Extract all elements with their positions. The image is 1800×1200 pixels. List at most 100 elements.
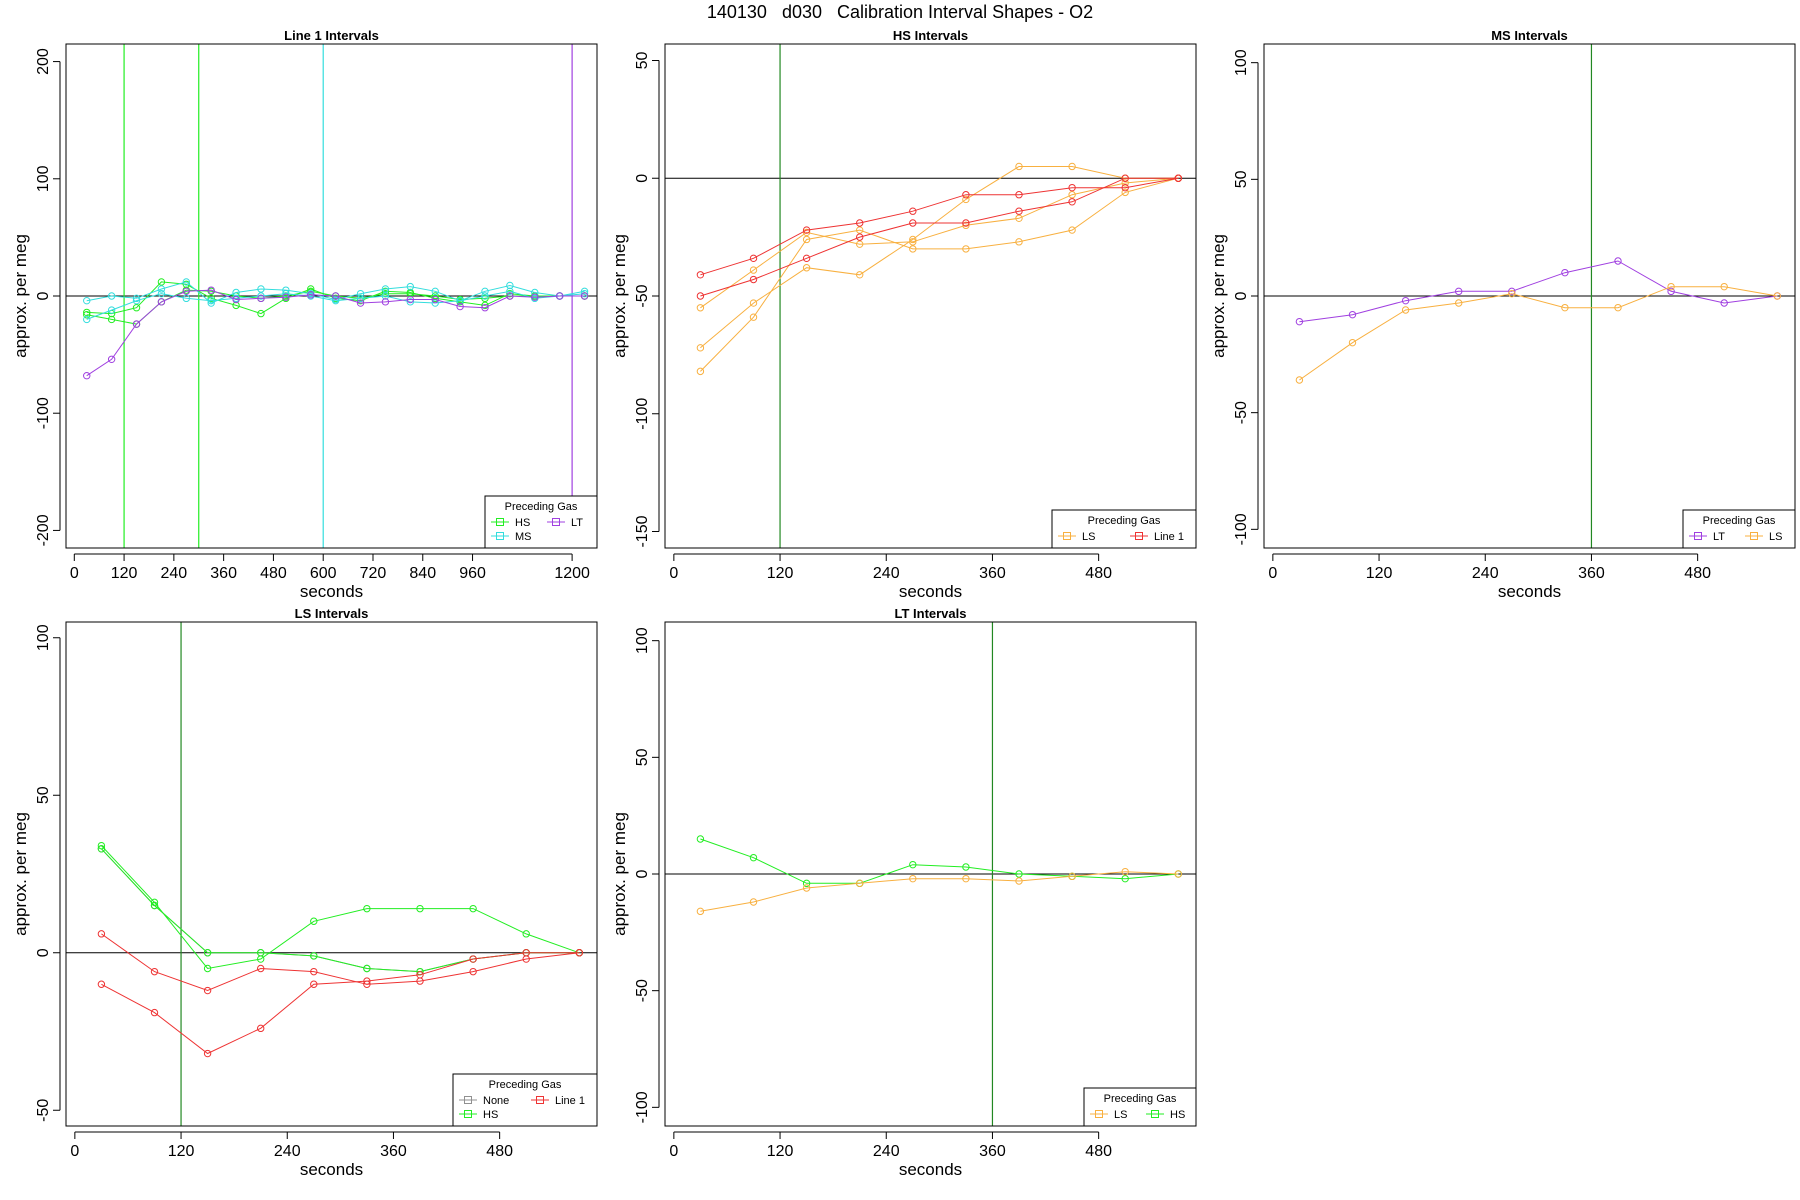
- plot-frame: [65, 621, 598, 1127]
- series-line: [86, 289, 585, 377]
- data-point: [257, 285, 265, 293]
- data-point: [909, 238, 917, 246]
- y-tick-label: 0: [35, 948, 52, 957]
- legend-entry: LS: [1114, 1109, 1127, 1121]
- data-point: [107, 315, 116, 324]
- data-point: [307, 291, 315, 299]
- x-tick-label: 1200: [554, 565, 590, 582]
- panel-title: LS Intervals: [295, 606, 369, 621]
- data-point: [469, 904, 477, 913]
- data-point: [157, 285, 166, 293]
- data-point: [802, 254, 811, 263]
- data-point: [856, 219, 864, 227]
- x-axis: 0 120 240 360 480: [70, 1131, 513, 1160]
- data-point: [83, 315, 91, 324]
- data-point: [83, 296, 91, 305]
- data-point: [1401, 296, 1410, 305]
- y-axis: -100 -50 0 50 100: [634, 627, 660, 1123]
- y-tick-label: -50: [634, 284, 651, 307]
- legend: Preceding Gas HS LT MS: [484, 495, 598, 549]
- legend-marker: [1151, 1110, 1159, 1118]
- data-point: [381, 287, 390, 296]
- data-point: [749, 898, 758, 906]
- x-tick-label: 960: [459, 565, 486, 582]
- y-tick-label: 50: [634, 748, 651, 766]
- data-point: [481, 292, 489, 300]
- data-point: [696, 367, 705, 376]
- data-point: [381, 292, 390, 300]
- panel-4: LS Intervals seconds approx. per meg 0 120 24…: [11, 606, 598, 1179]
- data-point: [749, 266, 758, 274]
- x-tick-label: 480: [1085, 1143, 1112, 1160]
- x-axis-label: seconds: [899, 1160, 962, 1179]
- y-tick-label: 50: [1233, 170, 1250, 188]
- data-point: [469, 955, 477, 963]
- data-point: [1295, 317, 1304, 326]
- y-tick-label: 0: [634, 174, 651, 183]
- data-point: [431, 295, 439, 304]
- legend-marker: [496, 532, 504, 540]
- x-tick-label: 240: [161, 565, 188, 582]
- data-point: [406, 295, 415, 304]
- data-point: [1015, 214, 1023, 222]
- data-point: [909, 235, 917, 244]
- data-point: [381, 298, 390, 306]
- legend: Preceding Gas LS Line 1: [1051, 509, 1197, 549]
- panel-title: HS Intervals: [893, 28, 968, 43]
- data-point: [802, 884, 811, 892]
- legend-marker: [1095, 1110, 1103, 1118]
- data-point: [962, 863, 970, 871]
- data-point: [696, 304, 705, 312]
- data-point: [531, 293, 539, 301]
- data-point: [1614, 257, 1622, 265]
- legend-entry: LS: [1082, 531, 1095, 543]
- y-tick-label: -200: [35, 514, 52, 546]
- plot-frame: [664, 43, 1197, 549]
- data-point: [307, 285, 315, 293]
- data-point: [749, 313, 758, 321]
- data-point: [257, 309, 265, 318]
- data-point: [506, 287, 514, 296]
- data-point: [356, 289, 365, 298]
- series-line: [700, 177, 1179, 309]
- data-point: [207, 299, 215, 307]
- data-point: [481, 304, 489, 312]
- data-point: [406, 289, 415, 298]
- y-tick-label: 50: [35, 786, 52, 804]
- data-point: [1015, 877, 1023, 885]
- data-point: [1015, 191, 1023, 199]
- series-line: [700, 871, 1179, 912]
- data-point: [909, 860, 917, 869]
- series-line: [1299, 286, 1778, 381]
- data-point: [1348, 338, 1357, 347]
- x-tick-label: 720: [360, 565, 387, 582]
- data-point: [481, 294, 489, 303]
- x-tick-label: 120: [767, 1143, 794, 1160]
- data-point: [107, 292, 116, 300]
- data-point: [856, 240, 864, 248]
- data-point: [406, 298, 415, 306]
- plot-frame: [664, 621, 1197, 1127]
- x-tick-label: 240: [873, 565, 900, 582]
- data-point: [481, 301, 489, 310]
- data-point: [580, 292, 589, 300]
- data-point: [1174, 174, 1183, 182]
- y-axis-label: approx. per meg: [1209, 234, 1228, 358]
- legend-box: [452, 1073, 598, 1127]
- legend-title: Preceding Gas: [1703, 515, 1776, 527]
- data-point: [1667, 287, 1675, 296]
- x-tick-label: 0: [669, 565, 678, 582]
- data-point: [1068, 198, 1076, 206]
- x-tick-label: 0: [1268, 565, 1277, 582]
- data-point: [182, 287, 191, 296]
- data-point: [132, 304, 141, 312]
- data-point: [856, 879, 864, 888]
- data-point: [575, 949, 583, 957]
- data-point: [1455, 287, 1463, 296]
- series-line: [101, 933, 580, 992]
- data-point: [363, 977, 371, 985]
- data-point: [1720, 299, 1728, 307]
- series-line: [101, 845, 580, 970]
- data-point: [257, 949, 265, 957]
